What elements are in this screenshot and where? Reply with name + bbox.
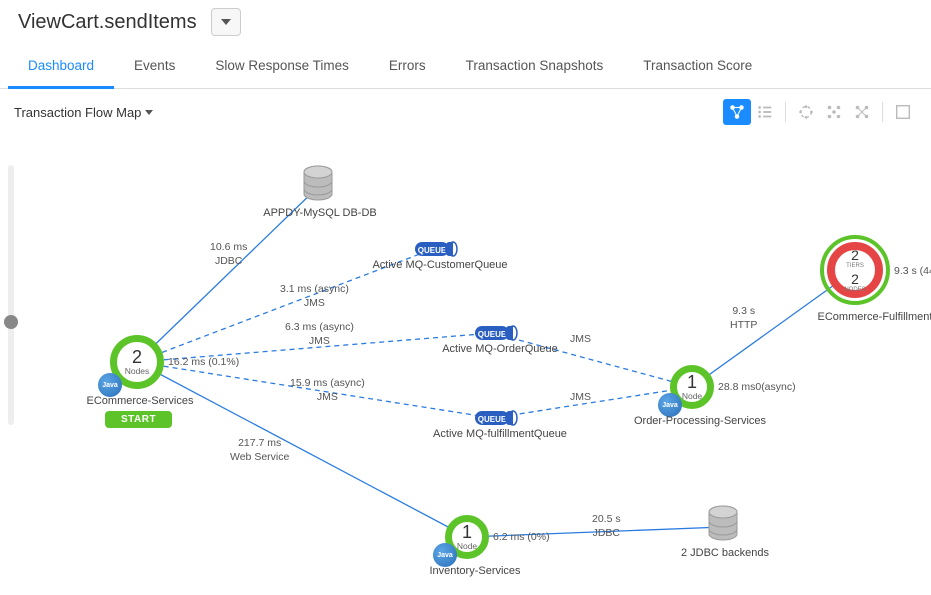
view-toolbar (723, 99, 917, 125)
start-badge: START (105, 411, 172, 428)
tab-errors[interactable]: Errors (369, 48, 446, 88)
node-metric: 28.8 ms0(async) (718, 381, 796, 395)
refresh-layout-button[interactable] (792, 99, 820, 125)
svg-text:QUEUE: QUEUE (418, 246, 447, 255)
edge-label: JMS (570, 391, 591, 405)
svg-text:QUEUE: QUEUE (478, 330, 507, 339)
cross-layout-button[interactable] (848, 99, 876, 125)
page-title: ViewCart.sendItems (18, 11, 197, 34)
tab-slow[interactable]: Slow Response Times (195, 48, 369, 88)
node-metric: 9.3 s (44.8% (894, 265, 931, 279)
svg-text:QUEUE: QUEUE (478, 415, 507, 424)
java-badge-icon: Java (433, 543, 457, 567)
node-label: Inventory-Services (405, 565, 545, 577)
tab-score[interactable]: Transaction Score (623, 48, 772, 88)
node-label: Active MQ-fulfillmentQueue (425, 428, 575, 440)
flow-map-title: Transaction Flow Map (14, 105, 141, 120)
zoom-slider-thumb[interactable] (4, 315, 18, 329)
node-label: ECommerce-Services (70, 395, 210, 407)
edge-label: 10.6 msJDBC (210, 241, 247, 268)
zoom-slider-track[interactable] (8, 165, 14, 425)
network-view-button[interactable] (723, 99, 751, 125)
list-view-button[interactable] (751, 99, 779, 125)
node-label: Order-Processing-Services (630, 415, 770, 427)
fullscreen-button[interactable] (889, 99, 917, 125)
edge-label: 6.3 ms (async)JMS (285, 321, 354, 348)
edge-label: 3.1 ms (async)JMS (280, 283, 349, 310)
node-label: 2 JDBC backends (665, 547, 785, 559)
node-metric: 16.2 ms (0.1%) (168, 356, 239, 370)
node-label: APPDY-MySQL DB-DB (260, 207, 380, 219)
node-label: Active MQ-OrderQueue (425, 343, 575, 355)
edge-label: 20.5 sJDBC (592, 513, 621, 540)
tab-events[interactable]: Events (114, 48, 195, 88)
title-dropdown-button[interactable] (211, 8, 241, 36)
java-badge-icon: Java (658, 393, 682, 417)
tab-dashboard[interactable]: Dashboard (8, 48, 114, 89)
tab-bar: DashboardEventsSlow Response TimesErrors… (0, 48, 931, 89)
database-node-jdbc_backends[interactable] (705, 505, 741, 550)
database-node-mysql_db[interactable] (300, 165, 336, 210)
tier-node-fulfillment[interactable]: 2TIERS2NODES (827, 242, 883, 298)
chevron-down-icon (221, 19, 231, 25)
node-label: Active MQ-CustomerQueue (365, 259, 515, 271)
caret-down-icon (145, 110, 153, 115)
flow-map-canvas[interactable]: 10.6 msJDBC 3.1 ms (async)JMS 6.3 ms (asyn… (30, 135, 931, 585)
flow-map-dropdown[interactable]: Transaction Flow Map (14, 105, 153, 120)
dots-layout-button[interactable] (820, 99, 848, 125)
tab-snapshots[interactable]: Transaction Snapshots (446, 48, 624, 88)
edge-label: 15.9 ms (async)JMS (290, 377, 365, 404)
node-metric: 6.2 ms (0%) (493, 531, 550, 545)
edge-label: 9.3 sHTTP (730, 305, 757, 332)
edge-label: 217.7 msWeb Service (230, 437, 289, 464)
java-badge-icon: Java (98, 373, 122, 397)
node-label: ECommerce-Fulfillment (800, 311, 931, 323)
